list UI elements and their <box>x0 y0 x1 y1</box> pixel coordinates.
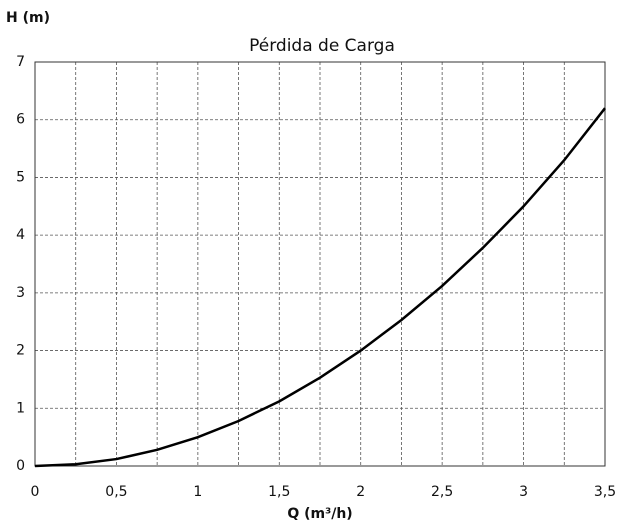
y-tick-label: 5 <box>16 169 25 185</box>
x-tick-label: 0 <box>31 484 40 500</box>
x-tick-label: 2,5 <box>431 484 453 500</box>
y-tick-label: 6 <box>16 112 25 128</box>
y-tick-label: 2 <box>16 343 25 359</box>
y-tick-label: 3 <box>16 285 25 301</box>
plot-frame <box>34 61 606 467</box>
y-tick-label: 0 <box>16 458 25 474</box>
chart-title: Pérdida de Carga <box>249 36 395 56</box>
x-tick-label: 2 <box>356 484 365 500</box>
x-tick-label: 3,5 <box>594 484 616 500</box>
x-axis-label: Q (m³/h) <box>287 506 352 522</box>
y-tick-label: 1 <box>16 400 25 416</box>
y-tick-label: 7 <box>16 54 25 70</box>
x-tick-label: 3 <box>519 484 528 500</box>
y-tick-label: 4 <box>16 227 25 243</box>
y-axis-label: H (m) <box>6 10 50 26</box>
x-tick-label: 1,5 <box>268 484 290 500</box>
curve <box>34 107 606 468</box>
x-tick-label: 0,5 <box>105 484 127 500</box>
x-tick-label: 1 <box>193 484 202 500</box>
